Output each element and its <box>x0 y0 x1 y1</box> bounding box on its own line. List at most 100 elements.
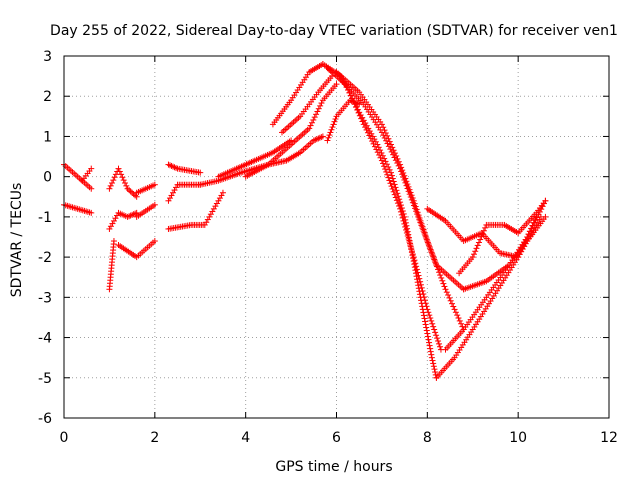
data-point <box>430 253 437 260</box>
data-point <box>479 230 486 237</box>
y-tick-label: 0 <box>43 170 52 186</box>
data-point <box>386 166 393 173</box>
data-point <box>519 245 526 252</box>
data-point <box>400 174 407 181</box>
data-point <box>421 294 428 301</box>
series-track-26 <box>460 213 549 293</box>
data-point <box>421 230 428 237</box>
data-point <box>529 222 536 229</box>
data-point <box>392 194 399 201</box>
data-point <box>378 157 385 164</box>
data-point <box>311 114 318 121</box>
data-point <box>216 195 223 202</box>
series-track-23 <box>324 97 363 144</box>
y-tick-label: -2 <box>38 250 52 266</box>
data-point <box>371 143 378 150</box>
data-point <box>430 323 437 330</box>
data-point <box>307 122 314 129</box>
data-point <box>427 246 434 253</box>
data-point <box>403 229 410 236</box>
series-track-17 <box>279 73 335 136</box>
y-tick-label: 3 <box>43 49 52 65</box>
data-point <box>470 251 477 258</box>
data-point <box>393 187 400 194</box>
series-track-12 <box>165 189 226 232</box>
data-point <box>420 228 427 235</box>
data-point <box>110 177 117 184</box>
data-point <box>477 236 484 243</box>
data-point <box>402 179 409 186</box>
data-point <box>116 168 123 175</box>
data-point <box>315 105 322 112</box>
data-point <box>532 216 539 223</box>
series-track-14 <box>215 137 295 180</box>
data-point <box>424 306 431 313</box>
data-point <box>109 179 116 186</box>
data-point <box>118 171 125 178</box>
data-point <box>474 242 481 249</box>
data-point <box>383 168 390 175</box>
data-point <box>394 190 401 197</box>
data-point <box>328 126 335 133</box>
y-tick-label: -6 <box>38 411 52 427</box>
data-point <box>374 149 381 156</box>
data-point <box>110 238 117 245</box>
data-point <box>431 257 438 264</box>
data-point <box>442 286 449 293</box>
data-point <box>356 112 363 119</box>
data-point <box>308 119 315 126</box>
data-point <box>364 129 371 136</box>
data-point <box>530 219 537 226</box>
series-track-27 <box>424 205 540 261</box>
data-point <box>426 312 433 319</box>
data-point <box>107 223 114 230</box>
data-point <box>119 174 126 181</box>
data-point <box>390 151 397 158</box>
y-tick-label: -5 <box>38 371 52 387</box>
data-point <box>314 108 321 115</box>
data-point <box>132 192 139 199</box>
data-point <box>319 133 326 140</box>
data-point <box>439 277 446 284</box>
data-point <box>409 248 416 255</box>
data-point <box>124 185 131 192</box>
data-point <box>382 166 389 173</box>
data-point <box>482 224 489 231</box>
y-tick-label: 2 <box>43 89 52 105</box>
data-point <box>422 321 429 328</box>
data-point <box>204 216 211 223</box>
data-point <box>213 200 220 207</box>
data-point <box>422 233 429 240</box>
data-point <box>401 176 408 183</box>
data-point <box>400 217 407 224</box>
data-point <box>417 281 424 288</box>
data-point <box>436 343 443 350</box>
data-point <box>422 300 429 307</box>
data-point <box>422 318 429 325</box>
data-point <box>425 242 432 249</box>
x-tick-label: 0 <box>60 430 69 446</box>
data-point <box>384 140 391 147</box>
data-point <box>425 309 432 316</box>
data-point <box>329 124 336 131</box>
data-point <box>112 171 119 178</box>
data-point <box>332 116 339 123</box>
data-point <box>381 134 388 141</box>
data-series <box>61 61 549 381</box>
data-point <box>219 189 226 196</box>
data-point <box>445 292 452 299</box>
data-point <box>431 256 438 263</box>
y-tick-label: 1 <box>43 129 52 145</box>
data-point <box>425 336 432 343</box>
data-point <box>396 203 403 210</box>
data-point <box>427 315 434 322</box>
data-point <box>359 118 366 125</box>
data-point <box>115 165 122 172</box>
data-point <box>429 357 436 364</box>
data-point <box>386 177 393 184</box>
data-point <box>428 249 435 256</box>
data-point <box>398 211 405 218</box>
data-point <box>358 115 365 122</box>
data-point <box>414 269 421 276</box>
data-point <box>397 165 404 172</box>
